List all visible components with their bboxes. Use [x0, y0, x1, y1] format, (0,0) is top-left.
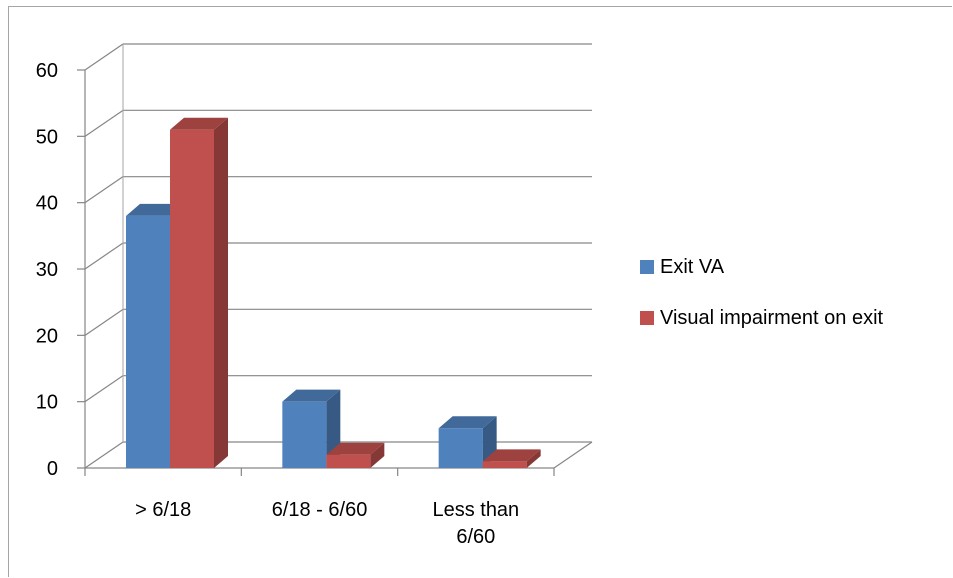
y-tick-label-4: 40 [36, 193, 58, 215]
bar-0-1 [282, 389, 341, 468]
bar-0-2 [438, 416, 497, 468]
x-tick-label-1: 6/18 - 6/60 [272, 499, 368, 521]
y-tick-label-0: 0 [47, 458, 58, 480]
side-gridline-4 [84, 176, 124, 204]
side-gridline-5 [84, 109, 124, 137]
y-tick-label-5: 50 [36, 126, 58, 148]
legend-swatch-1 [640, 311, 654, 325]
side-gridline-3 [84, 242, 124, 270]
bar-1-1 [326, 442, 385, 468]
chart-frame [8, 6, 952, 577]
side-gridline-0 [84, 441, 124, 469]
side-gridline-1 [84, 375, 124, 403]
y-tick-label-6: 60 [36, 60, 58, 82]
bar-1-0 [170, 117, 228, 468]
x-tick-label-2: Less than 6/60 [432, 499, 519, 548]
side-gridline-2 [84, 308, 124, 336]
y-tick-label-3: 30 [36, 259, 58, 281]
floor-right-edge [553, 441, 593, 469]
legend-label-1: Visual impairment on exit [660, 307, 884, 329]
legend-label-0: Exit VA [660, 256, 725, 278]
y-tick-label-2: 20 [36, 325, 58, 347]
legend-swatch-0 [640, 260, 654, 274]
x-tick-label-0: > 6/18 [135, 499, 191, 521]
bar-1-2 [482, 449, 541, 468]
y-tick-label-1: 10 [36, 392, 58, 414]
side-gridline-6 [84, 43, 124, 71]
